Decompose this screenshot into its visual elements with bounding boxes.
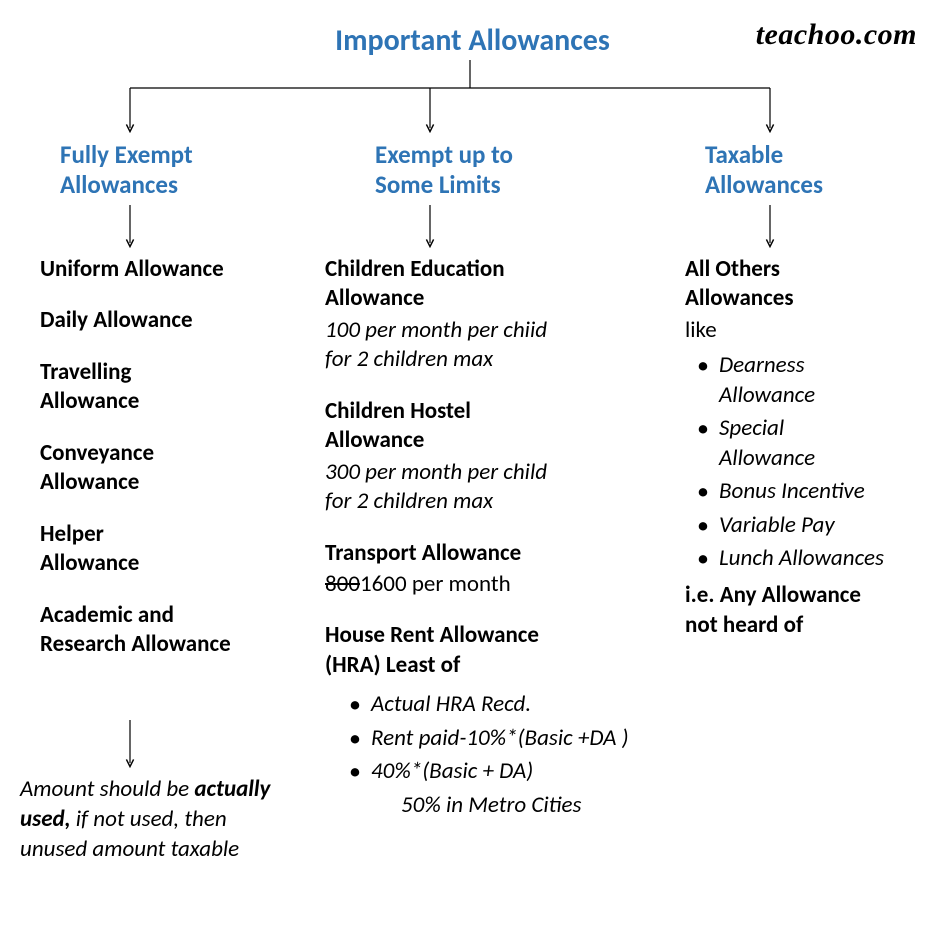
item-travelling: Travelling Allowance — [40, 358, 340, 417]
section-title-exempt-limits: Exempt up to Some Limits — [375, 140, 513, 200]
label: Travelling — [40, 358, 131, 386]
column-fully-exempt: Uniform Allowance Daily Allowance Travel… — [40, 255, 340, 681]
transport-old: 800 — [325, 570, 360, 598]
transport-new: 1600 per month — [360, 570, 511, 598]
item-lunch: Lunch Allowances — [691, 544, 935, 573]
label: 100 per month per chiid — [325, 316, 547, 344]
taxable-list: Dearness Allowance Special Allowance Bon… — [691, 351, 935, 573]
label: Dearness — [719, 351, 805, 379]
label: Allowances — [705, 169, 823, 200]
label: Allowance — [325, 426, 424, 454]
item-transport: Transport Allowance — [325, 539, 675, 568]
label: Allowances — [685, 284, 794, 312]
label: Allowance — [719, 381, 815, 409]
item-daily: Daily Allowance — [40, 306, 340, 335]
label: All Others — [685, 255, 780, 283]
item-variable: Variable Pay — [691, 511, 935, 540]
label: Some Limits — [375, 169, 501, 200]
label: Children Education — [325, 255, 505, 283]
item-child-education: Children Education Allowance — [325, 255, 675, 314]
column-taxable: All Others Allowances like Dearness Allo… — [685, 255, 935, 642]
fully-exempt-note: Amount should be actually used, if not u… — [20, 775, 295, 865]
label: Taxable — [705, 139, 783, 170]
label: Fully Exempt — [60, 139, 193, 170]
label: Allowance — [40, 468, 139, 496]
label: not heard of — [685, 611, 803, 639]
label: for 2 children max — [325, 487, 493, 515]
section-title-taxable: Taxable Allowances — [705, 140, 823, 200]
label: Allowance — [40, 387, 139, 415]
item-dearness: Dearness Allowance — [691, 351, 935, 410]
item-academic: Academic and Research Allowance — [40, 601, 340, 660]
column-exempt-limits: Children Education Allowance 100 per mon… — [325, 255, 675, 820]
hra-item-actual: Actual HRA Recd. — [343, 690, 675, 719]
item-conveyance: Conveyance Allowance — [40, 439, 340, 498]
label: i.e. Any Allowance — [685, 581, 861, 609]
label: Children Hostel — [325, 397, 471, 425]
like-label: like — [685, 316, 935, 345]
watermark: teachoo.com — [756, 18, 917, 52]
hra-item-percent: 40%*(Basic + DA) — [343, 757, 675, 786]
taxable-footer: i.e. Any Allowance not heard of — [685, 581, 935, 640]
label: House Rent Allowance — [325, 621, 539, 649]
label: for 2 children max — [325, 345, 493, 373]
label: Allowance — [325, 284, 424, 312]
section-title-fully-exempt: Fully Exempt Allowances — [60, 140, 193, 200]
taxable-header: All Others Allowances — [685, 255, 935, 314]
label: Special — [719, 414, 784, 442]
item-helper: Helper Allowance — [40, 520, 340, 579]
label: Academic and — [40, 601, 174, 629]
label: Allowance — [40, 549, 139, 577]
note-text: Amount should be — [20, 775, 194, 803]
label: Helper — [40, 520, 104, 548]
label: 40%*(Basic + DA) — [371, 757, 533, 785]
label: Research Allowance — [40, 630, 231, 658]
detail-transport: 8001600 per month — [325, 570, 675, 599]
label: (HRA) Least of — [325, 651, 460, 679]
label: 300 per month per child — [325, 458, 547, 486]
hra-item-rent: Rent paid-10%*(Basic +DA ) — [343, 724, 675, 753]
item-special: Special Allowance — [691, 414, 935, 473]
hra-metro-note: 50% in Metro Cities — [373, 791, 675, 820]
item-hra: House Rent Allowance (HRA) Least of — [325, 621, 675, 680]
item-uniform: Uniform Allowance — [40, 255, 340, 284]
label: Allowance — [719, 444, 815, 472]
detail-child-education: 100 per month per chiid for 2 children m… — [325, 316, 675, 375]
item-child-hostel: Children Hostel Allowance — [325, 397, 675, 456]
item-bonus: Bonus Incentive — [691, 477, 935, 506]
label: Exempt up to — [375, 139, 513, 170]
page-title: Important Allowances — [335, 22, 610, 59]
label: Conveyance — [40, 439, 154, 467]
detail-child-hostel: 300 per month per child for 2 children m… — [325, 458, 675, 517]
hra-list: Actual HRA Recd. Rent paid-10%*(Basic +D… — [343, 690, 675, 786]
label: Allowances — [60, 169, 178, 200]
